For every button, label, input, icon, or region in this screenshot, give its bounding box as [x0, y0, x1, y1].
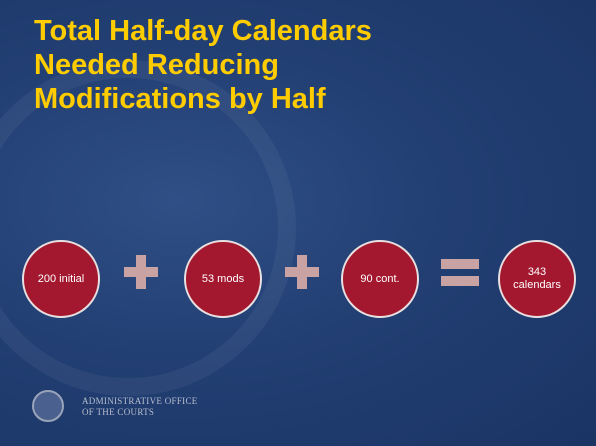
- plus-sign: [136, 255, 146, 289]
- logo: [32, 390, 64, 422]
- circle-label: 200 initial: [37, 272, 85, 285]
- equals-sign: [441, 276, 479, 286]
- title-line: Modifications by Half: [34, 83, 326, 115]
- circle: 200 initial: [22, 240, 100, 318]
- circle-label: 53 mods: [201, 272, 245, 285]
- title-line: Total Half-day Calendars: [34, 15, 372, 47]
- footer: ADMINISTRATIVE OFFICE OF THE COURTS: [82, 396, 198, 418]
- circle: 90 cont.: [341, 240, 419, 318]
- circle: 343 calendars: [498, 240, 576, 318]
- circle: 53 mods: [184, 240, 262, 318]
- equals-sign: [441, 259, 479, 269]
- title-line: Needed Reducing: [34, 49, 279, 81]
- circle-label: 90 cont.: [360, 272, 400, 285]
- circle-label: 343: [527, 266, 547, 278]
- slide-title: Total Half-day Calendars Needed Reducing M…: [34, 14, 372, 116]
- footer-line: ADMINISTRATIVE OFFICE: [82, 396, 198, 406]
- circle-label: calendars: [513, 279, 561, 291]
- plus-sign: [297, 255, 307, 289]
- footer-line: OF THE COURTS: [82, 407, 155, 417]
